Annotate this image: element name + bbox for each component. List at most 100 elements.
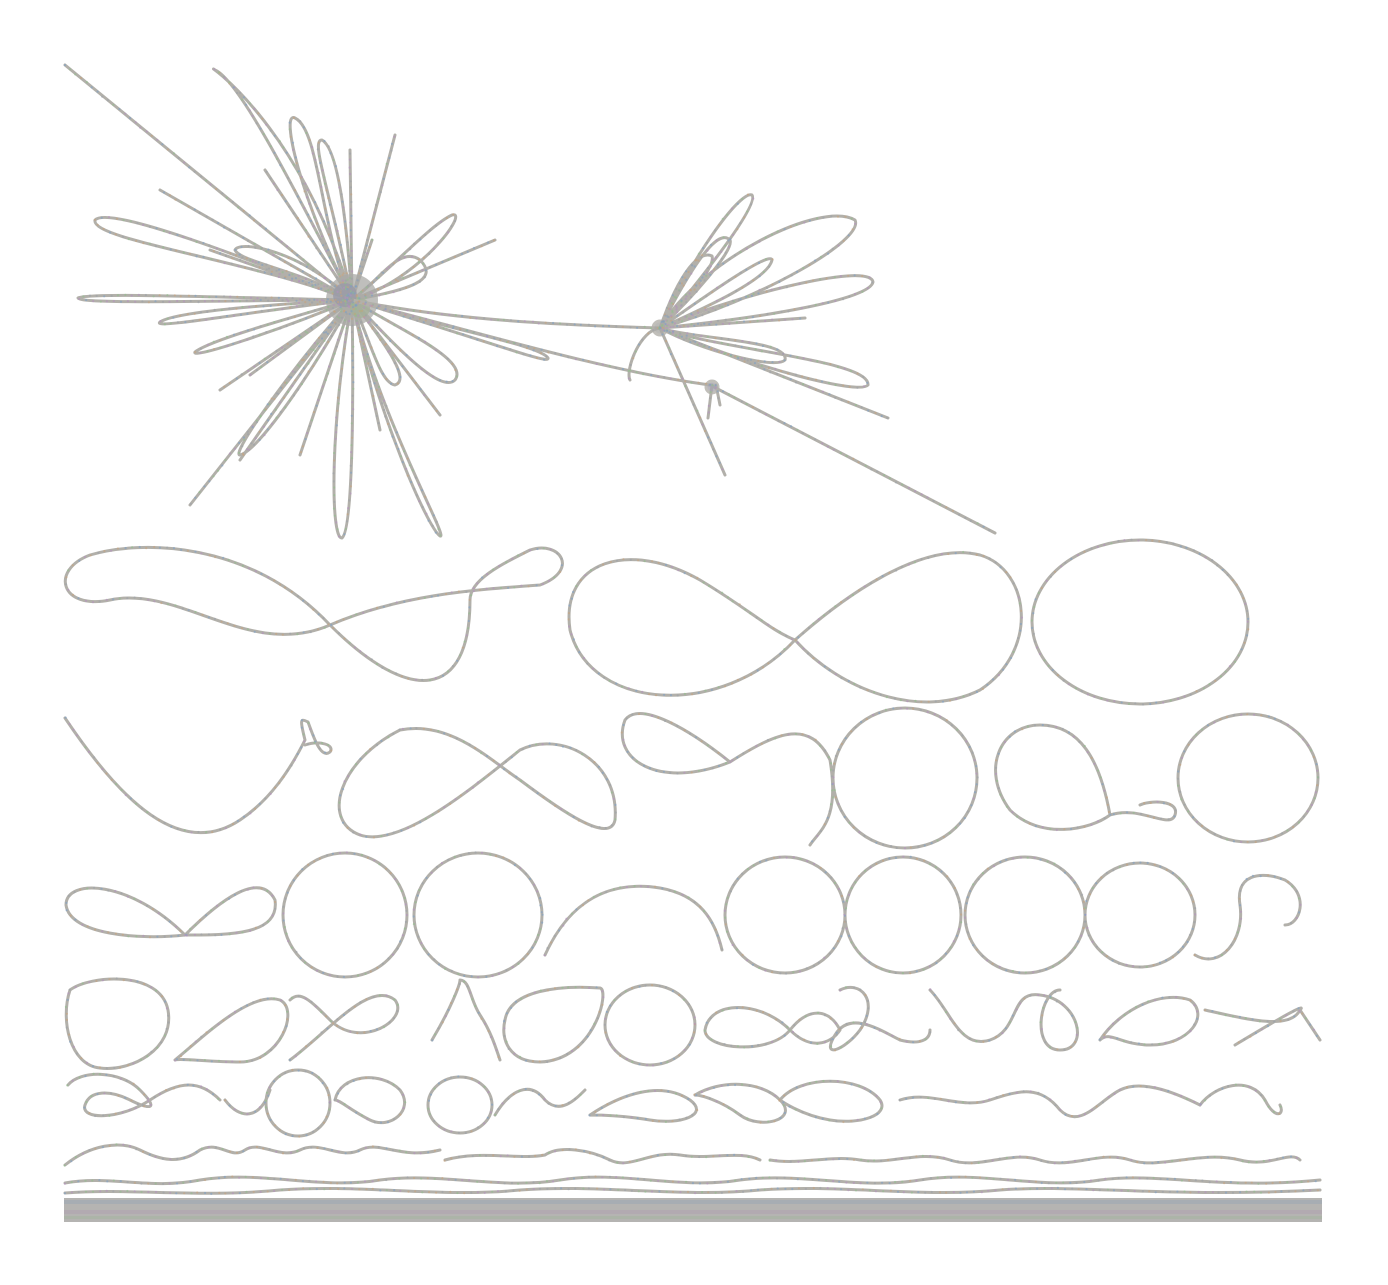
graph-node: [531, 946, 534, 949]
graph-node: [1071, 1014, 1074, 1017]
graph-node: [731, 682, 734, 685]
graph-node: [291, 277, 294, 280]
graph-node: [729, 238, 732, 241]
graph-node: [319, 300, 322, 303]
graph-node: [241, 931, 244, 934]
graph-node: [801, 1110, 804, 1114]
graph-node: [402, 315, 405, 318]
graph-node: [682, 284, 685, 287]
graph-node: [352, 307, 355, 310]
graph-node: [567, 986, 570, 989]
graph-node: [178, 1084, 181, 1087]
graph-node: [245, 1004, 249, 1007]
graph-node: [333, 494, 336, 497]
graph-node: [451, 664, 454, 668]
graph-node: [509, 348, 512, 351]
graph-node: [356, 1032, 359, 1035]
graph-node: [809, 359, 812, 362]
graph-node: [352, 387, 355, 390]
graph-node: [875, 965, 878, 968]
graph-node: [266, 997, 269, 1000]
graph-node: [661, 333, 664, 336]
graph-node: [915, 857, 919, 861]
graph-node: [1299, 903, 1302, 907]
graph-node: [1302, 1189, 1305, 1192]
graph-node: [119, 1180, 122, 1183]
graph-node: [843, 815, 846, 819]
graph-node: [241, 445, 244, 448]
graph-node: [741, 1083, 744, 1086]
graph-node: [433, 1149, 436, 1152]
graph-node: [339, 288, 342, 291]
graph-node: [407, 1190, 410, 1193]
graph-node: [847, 400, 850, 403]
graph-node: [231, 200, 234, 203]
graph-node: [770, 1187, 773, 1190]
graph-node: [282, 775, 285, 779]
graph-node: [85, 1061, 89, 1064]
graph-node: [331, 321, 334, 324]
graph-node: [304, 330, 307, 333]
graph-node: [1112, 869, 1115, 872]
graph-node: [495, 1049, 498, 1052]
graph-node: [472, 587, 475, 590]
graph-node: [214, 556, 217, 559]
graph-node: [1100, 697, 1103, 700]
graph-node: [878, 712, 881, 715]
graph-node: [1015, 588, 1018, 591]
graph-node: [302, 1187, 305, 1190]
graph-node: [364, 314, 367, 317]
graph-node: [459, 654, 462, 657]
graph-node: [1183, 750, 1186, 753]
graph-node: [210, 258, 213, 261]
graph-node: [866, 286, 869, 290]
graph-node: [832, 776, 835, 779]
graph-node: [234, 447, 237, 450]
graph-node: [381, 184, 384, 187]
graph-node: [641, 338, 644, 341]
graph-node: [653, 885, 657, 888]
graph-node: [415, 363, 418, 366]
graph-node: [394, 878, 397, 881]
graph-node: [362, 306, 366, 309]
graph-node: [1195, 820, 1198, 824]
graph-node: [266, 323, 269, 326]
graph-node: [520, 584, 523, 587]
graph-node: [443, 1159, 446, 1162]
graph-node: [847, 234, 850, 237]
graph-node: [353, 1005, 356, 1008]
graph-node: [570, 912, 574, 915]
graph-node: [389, 310, 392, 313]
graph-node: [311, 146, 314, 149]
graph-node: [811, 279, 815, 282]
graph-node: [675, 287, 678, 291]
graph-node: [1219, 675, 1223, 678]
graph-node: [359, 757, 362, 760]
graph-node: [122, 235, 125, 238]
graph-node: [1137, 539, 1140, 542]
graph-node: [369, 318, 372, 321]
graph-node: [457, 972, 460, 976]
graph-node: [936, 839, 939, 842]
graph-node: [359, 321, 362, 324]
graph-node: [324, 1015, 328, 1018]
graph-node: [656, 1154, 660, 1157]
graph-node: [105, 772, 108, 775]
graph-node: [678, 1118, 681, 1121]
graph-node: [625, 717, 628, 720]
graph-node: [677, 1180, 680, 1184]
graph-node: [112, 300, 115, 303]
graph-node: [1190, 738, 1193, 741]
graph-node: [249, 296, 253, 299]
graph-node: [273, 1177, 276, 1181]
graph-node: [450, 591, 453, 594]
graph-node: [783, 359, 786, 362]
graph-node: [593, 761, 596, 764]
graph-node: [381, 402, 384, 405]
graph-node: [793, 1024, 796, 1027]
graph-node: [330, 334, 333, 337]
graph-node: [539, 352, 543, 355]
graph-node: [353, 312, 356, 315]
graph-node: [128, 1145, 131, 1148]
graph-node: [333, 329, 336, 332]
